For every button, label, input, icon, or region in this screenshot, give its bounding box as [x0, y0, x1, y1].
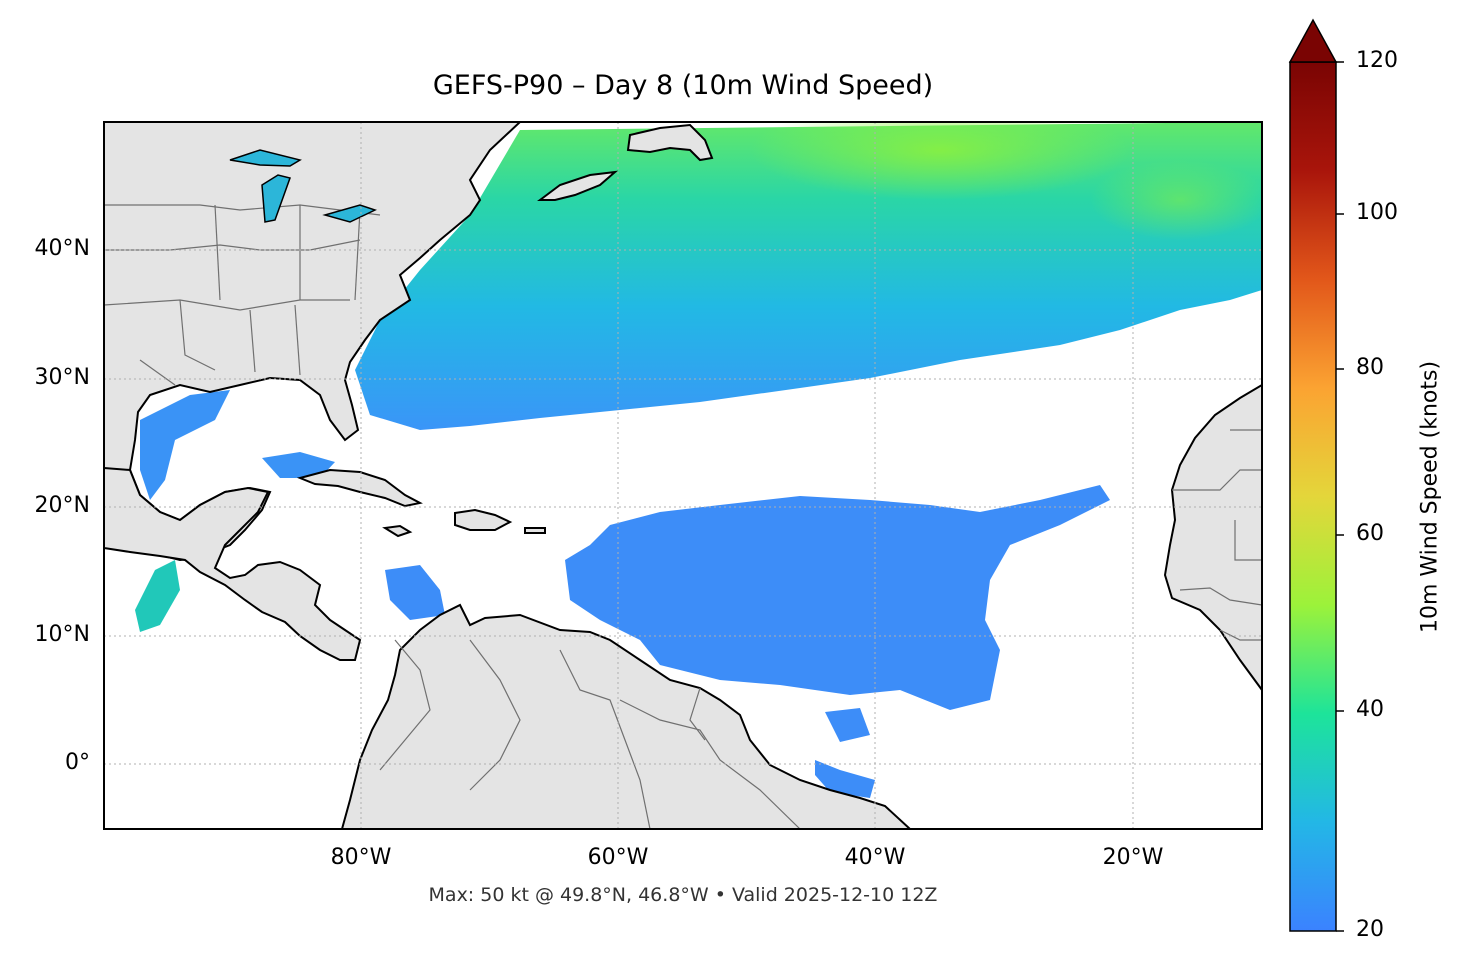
colorbar-tick-label: 80	[1356, 355, 1384, 380]
wind-field-tropics	[565, 485, 1110, 710]
colorbar	[1288, 18, 1344, 932]
colorbar-tick-label: 100	[1356, 200, 1398, 225]
puerto-rico-land	[524, 527, 546, 534]
colorbar-bar	[1289, 61, 1337, 932]
colorbar-tick-label: 60	[1356, 521, 1384, 546]
africa-land	[1163, 383, 1262, 692]
lon-tick-label: 40°W	[844, 845, 906, 870]
great-lakes	[229, 149, 377, 223]
colorbar-ticks	[1336, 61, 1344, 932]
colorbar-tick-label: 40	[1356, 697, 1384, 722]
lat-tick-label: 10°N	[34, 622, 90, 647]
nova-scotia-land	[537, 170, 619, 201]
jamaica-land	[382, 524, 413, 538]
south-america-land	[340, 603, 912, 829]
lat-tick-label: 0°	[65, 750, 90, 775]
wind-max-area	[750, 122, 1130, 200]
wind-high-area-east	[1090, 160, 1262, 240]
wind-field-pacific	[135, 560, 180, 632]
land	[104, 122, 1262, 829]
lon-tick-label: 80°W	[330, 845, 392, 870]
colorbar-tick-label: 20	[1356, 917, 1384, 942]
lat-tick-label: 30°N	[34, 365, 90, 390]
wind-field-brazil	[815, 760, 875, 798]
central-america-land	[104, 466, 362, 661]
footer-caption: Max: 50 kt @ 49.8°N, 46.8°W • Valid 2025…	[428, 884, 938, 906]
newfoundland-land	[626, 123, 714, 162]
wind-field-caribbean	[385, 565, 445, 620]
lat-tick-label: 20°N	[34, 493, 90, 518]
lat-tick-label: 40°N	[34, 236, 90, 261]
map-area	[104, 122, 1262, 829]
wind-field-gulf-east	[262, 452, 335, 478]
political-borders	[104, 204, 1262, 829]
wind-field-gulf	[140, 390, 230, 500]
colorbar-label: 10m Wind Speed (knots)	[1417, 360, 1443, 634]
gridlines	[104, 122, 1262, 829]
chart-title: GEFS-P90 – Day 8 (10m Wind Speed)	[432, 70, 934, 101]
lon-tick-label: 20°W	[1102, 845, 1164, 870]
colorbar-tick-label: 120	[1356, 48, 1398, 73]
cuba-land	[296, 468, 423, 508]
colorbar-extend-arrow	[1288, 18, 1338, 63]
map-frame	[103, 121, 1263, 830]
lon-tick-label: 60°W	[587, 845, 649, 870]
wind-field-north	[355, 122, 1262, 430]
wind-field-south	[825, 708, 870, 742]
hispaniola-land	[454, 508, 513, 531]
